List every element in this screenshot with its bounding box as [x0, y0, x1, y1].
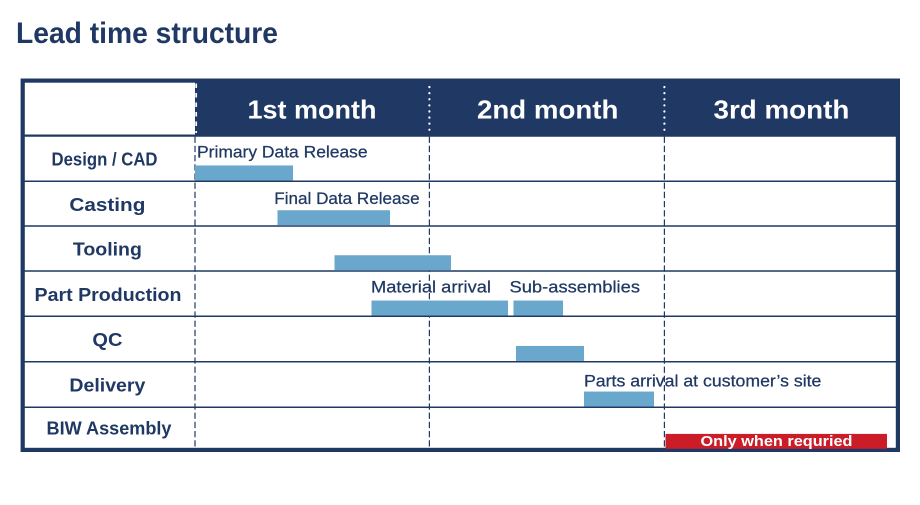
svg-text:Tooling: Tooling: [73, 240, 142, 260]
svg-text:1st month: 1st month: [248, 95, 377, 125]
svg-text:Part Production: Part Production: [35, 285, 182, 305]
svg-text:Final Data Release: Final Data Release: [274, 189, 419, 208]
svg-text:BIW Assembly: BIW Assembly: [47, 419, 172, 439]
svg-text:Only when requried: Only when requried: [701, 434, 853, 450]
svg-text:Primary Data Release: Primary Data Release: [197, 143, 368, 162]
svg-text:3rd month: 3rd month: [714, 95, 850, 125]
svg-text:Material arrival: Material arrival: [371, 278, 491, 297]
svg-text:Lead time structure: Lead time structure: [16, 17, 278, 50]
svg-text:Delivery: Delivery: [69, 376, 145, 396]
svg-text:Sub-assemblies: Sub-assemblies: [510, 278, 641, 297]
svg-text:Design / CAD: Design / CAD: [52, 150, 158, 170]
svg-text:Parts arrival at customer’s si: Parts arrival at customer’s site: [584, 372, 821, 391]
svg-text:2nd month: 2nd month: [477, 95, 618, 125]
svg-text:QC: QC: [92, 330, 122, 350]
svg-text:Casting: Casting: [69, 195, 145, 215]
